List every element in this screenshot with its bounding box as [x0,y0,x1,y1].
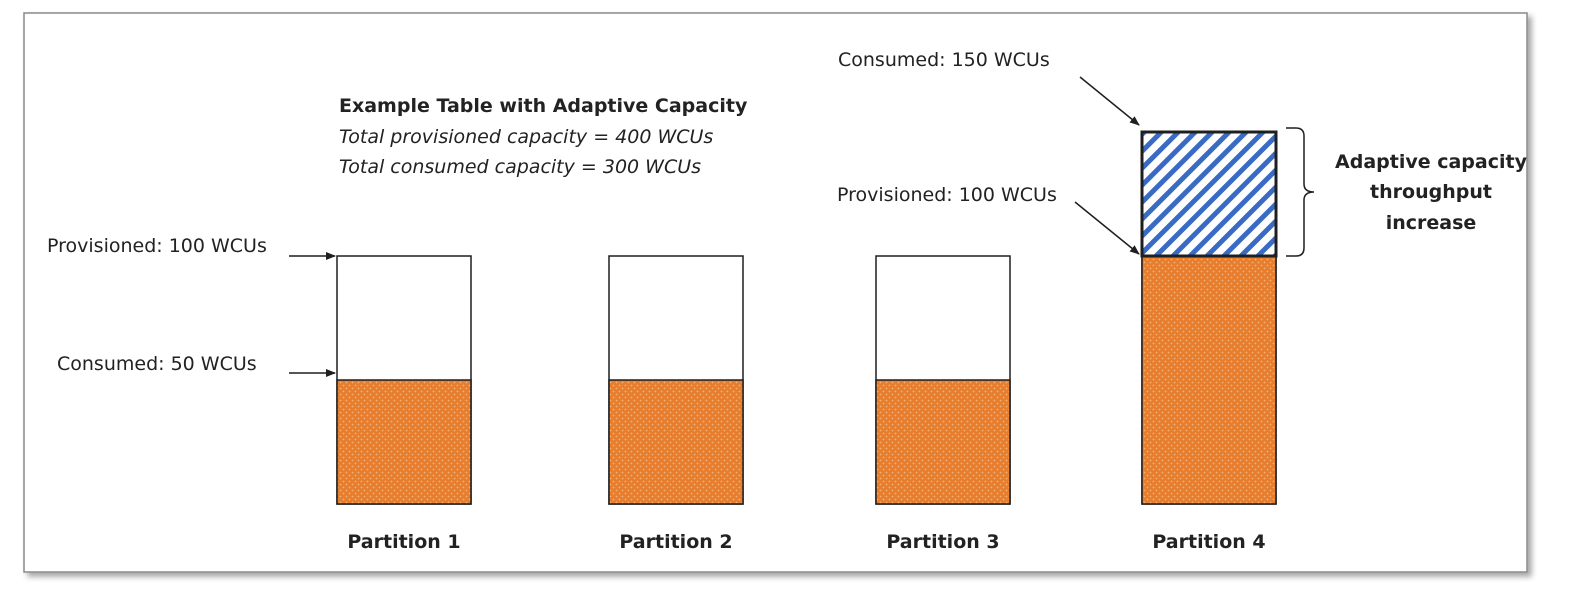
p1-consumed-label: Consumed: 50 WCUs [57,353,257,375]
adaptive-label-line2: throughput [1370,181,1492,203]
adaptive-label-line3: increase [1386,212,1477,234]
p4-provisioned-label: Provisioned: 100 WCUs [837,184,1057,206]
partition-2-consumed-fill [608,379,744,505]
partition-1-label: Partition 1 [347,531,460,553]
adaptive-brace [1286,127,1315,257]
p4-provisioned-arrow [1074,201,1140,255]
p4-consumed-label: Consumed: 150 WCUs [838,49,1050,71]
p1-provisioned-label: Provisioned: 100 WCUs [47,235,267,257]
adaptive-label-line1: Adaptive capacity [1335,151,1528,173]
partition-2-label: Partition 2 [619,531,732,553]
partition-3: Partition 3 [875,255,1011,553]
partition-1: Partition 1 [336,255,472,553]
info-total-provisioned: Total provisioned capacity = 400 WCUs [339,126,713,148]
p4-consumed-arrow [1079,76,1140,126]
partition-4-consumed-fill [1141,255,1277,505]
diagram-frame [23,12,1528,573]
info-heading: Example Table with Adaptive Capacity [339,95,748,117]
info-total-consumed: Total consumed capacity = 300 WCUs [339,156,701,178]
partition-2: Partition 2 [608,255,744,553]
partition-1-consumed-fill [336,379,472,505]
partition-3-label: Partition 3 [886,531,999,553]
partition-4-adaptive-increase [1140,130,1278,258]
partition-4-label: Partition 4 [1152,531,1265,553]
partition-3-consumed-fill [875,379,1011,505]
partition-bars: Partition 1 Partition 2 Partition 3 Part… [336,130,1278,553]
partition-4: Partition 4 [1140,130,1278,553]
